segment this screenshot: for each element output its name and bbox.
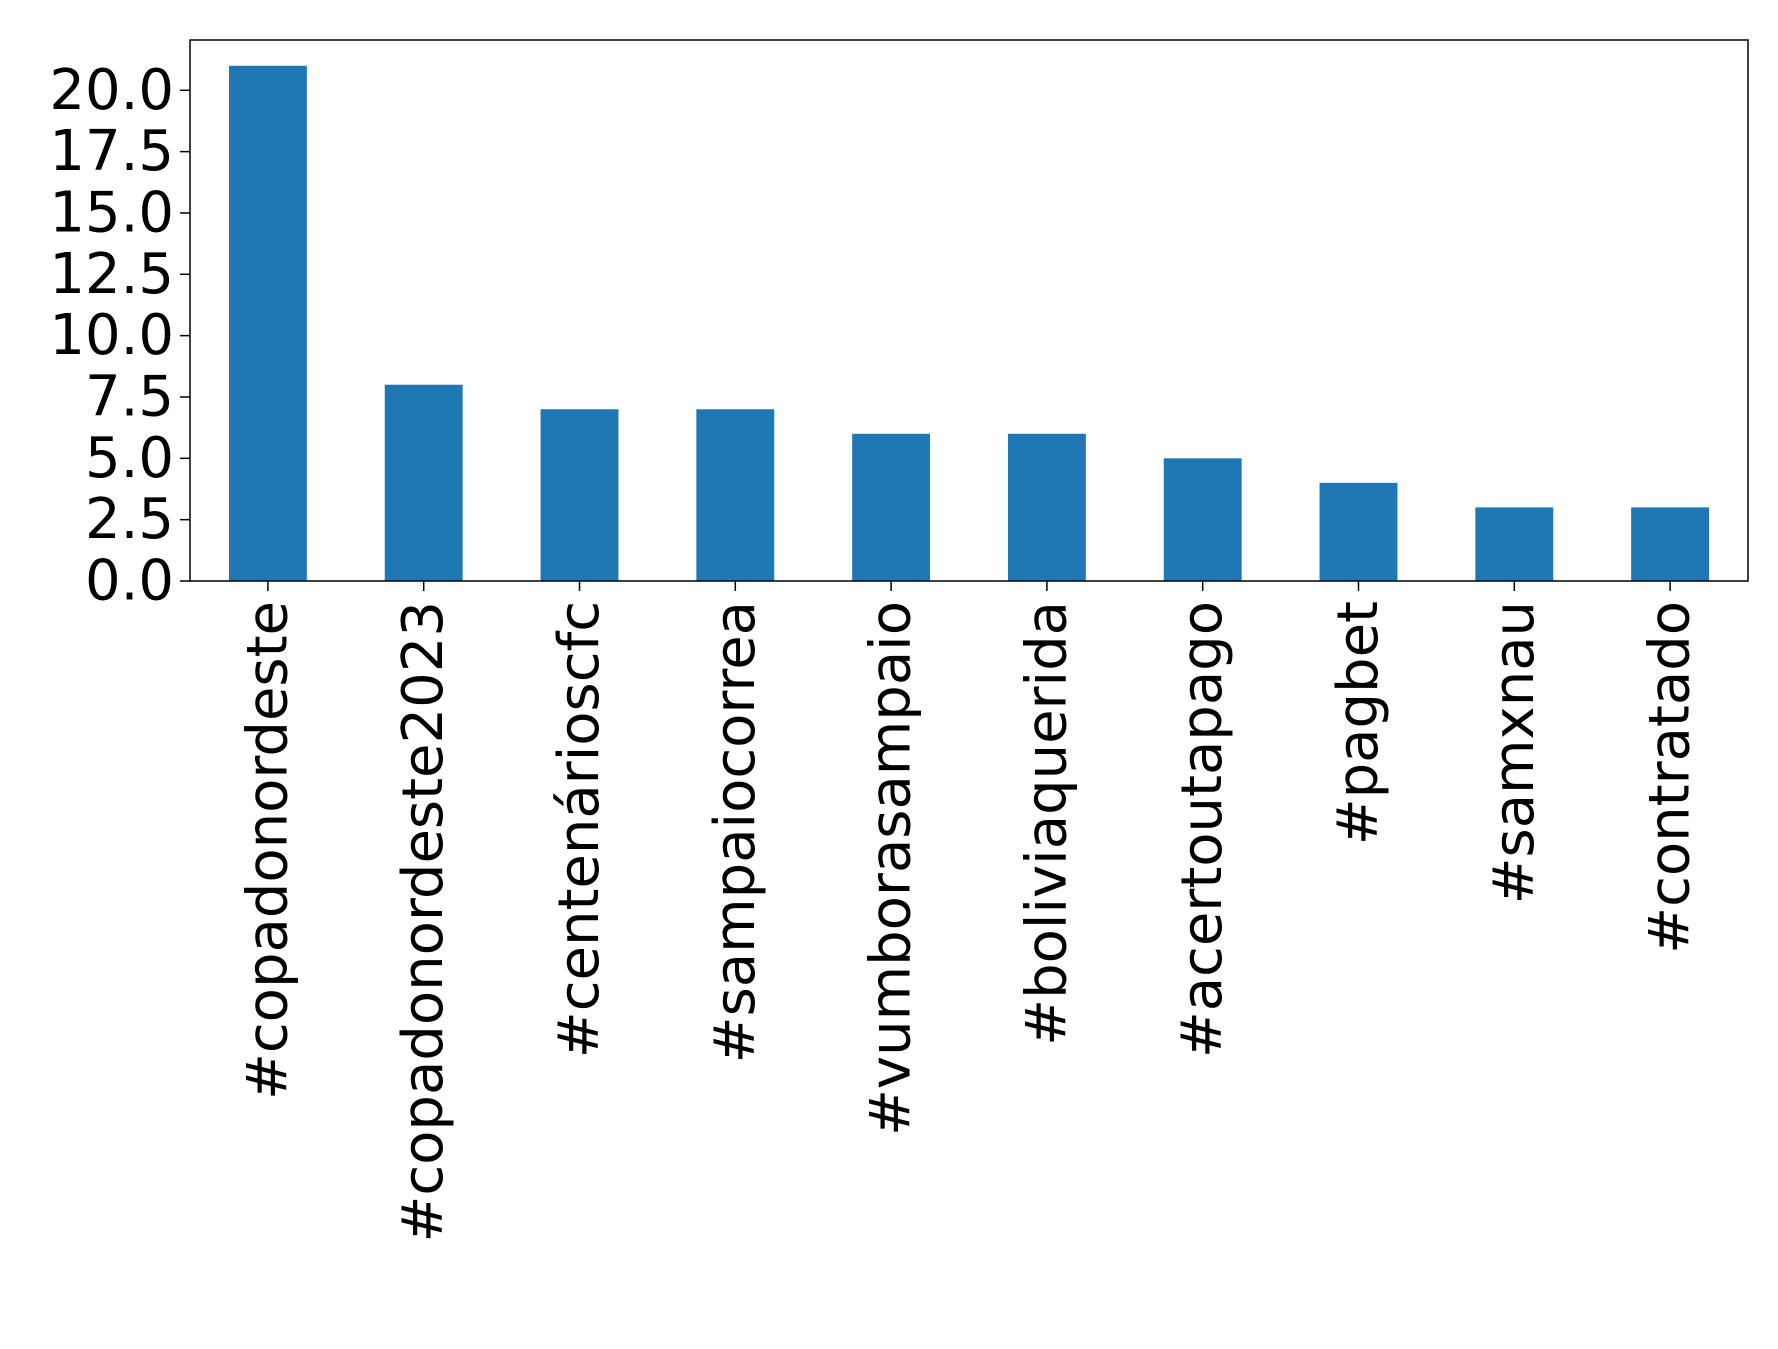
- bar-acertoutapago: [1163, 458, 1242, 581]
- y-tick-label: 2.5: [85, 487, 174, 552]
- y-tick-label: 7.5: [85, 364, 174, 429]
- y-tick-label: 20.0: [49, 58, 174, 123]
- bar-copadonordeste: [228, 65, 307, 581]
- bar-copadonordeste2023: [384, 384, 463, 581]
- bar-centenárioscfc: [540, 409, 619, 581]
- x-tick-label: #contratado: [1638, 601, 1703, 954]
- x-tick-label: #samxnau: [1482, 601, 1547, 904]
- bar-vumborasampaio: [852, 433, 931, 581]
- y-tick-label: 15.0: [49, 180, 174, 245]
- x-tick-label: #acertoutapago: [1170, 601, 1235, 1058]
- bar-pagbet: [1319, 482, 1398, 581]
- x-tick-label: #centenárioscfc: [547, 601, 612, 1058]
- bar-boliviaquerida: [1007, 433, 1086, 581]
- bars-group: [228, 65, 1710, 581]
- y-tick-label: 10.0: [49, 303, 174, 368]
- x-tick-label: #boliviaquerida: [1014, 601, 1079, 1046]
- x-tick-label: #pagbet: [1326, 601, 1391, 845]
- x-tick-label: #sampaiocorrea: [703, 601, 768, 1063]
- y-axis: 0.02.55.07.510.012.515.017.520.0: [49, 58, 190, 614]
- plot-area-frame: [189, 39, 1749, 582]
- x-tick-label: #copadonordeste2023: [391, 601, 456, 1243]
- y-tick-label: 5.0: [85, 426, 174, 491]
- bar-samxnau: [1475, 507, 1554, 581]
- y-tick-label: 12.5: [49, 242, 174, 307]
- y-tick-label: 17.5: [49, 119, 174, 184]
- x-tick-label: #copadonordeste: [235, 601, 300, 1100]
- y-tick-label: 0.0: [85, 549, 174, 614]
- x-tick-label: #vumborasampaio: [859, 601, 924, 1136]
- bar-sampaiocorrea: [696, 409, 775, 581]
- x-axis: #copadonordeste #copadonordeste2023 #cente…: [235, 581, 1703, 1243]
- bar-contratado: [1631, 507, 1710, 581]
